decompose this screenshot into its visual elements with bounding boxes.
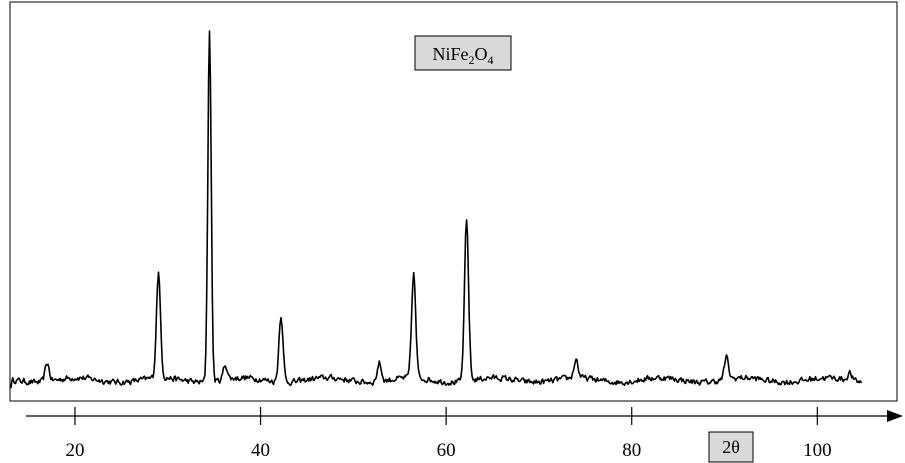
- x-tick-label-80: 80: [622, 440, 641, 461]
- x-axis-label: 2θ: [722, 437, 740, 457]
- x-axis-ticks: 20 40 60 80 100: [65, 407, 832, 461]
- compound-sub2: 4: [488, 53, 494, 67]
- x-tick-label-60: 60: [437, 440, 456, 461]
- x-tick-label-100: 100: [803, 440, 832, 461]
- compound-box: [414, 35, 512, 71]
- compound-annotation: NiFe2O4: [414, 35, 512, 71]
- compound-sub1: 2: [469, 53, 475, 67]
- x-axis-label-box: [708, 431, 754, 463]
- compound-mid: O: [475, 44, 488, 64]
- compound-base: NiFe: [433, 44, 469, 64]
- series-line-xrd: [10, 30, 863, 389]
- compound-label: NiFe2O4: [433, 44, 494, 67]
- x-axis-arrow: [887, 410, 903, 422]
- x-tick-label-20: 20: [65, 440, 84, 461]
- x-tick-label-40: 40: [251, 440, 270, 461]
- x-axis-label-group: 2θ: [708, 431, 754, 463]
